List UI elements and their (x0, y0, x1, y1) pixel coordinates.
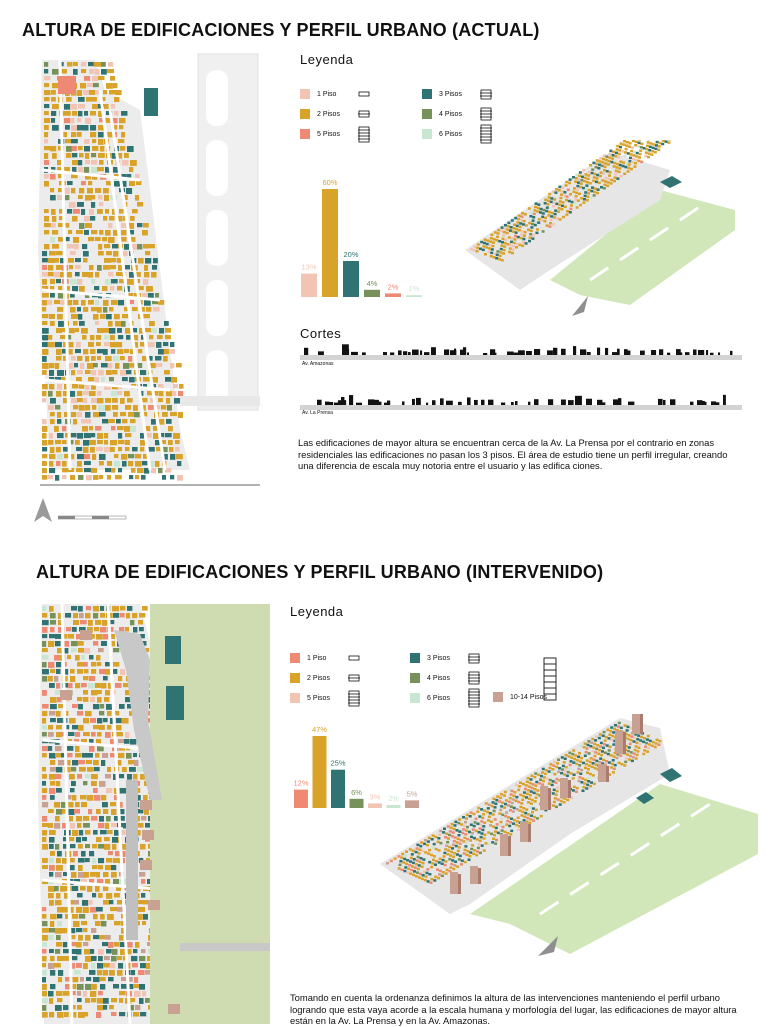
legend-swatch (300, 129, 310, 139)
bar-0 (294, 790, 308, 808)
4-floor-building-icon (467, 671, 481, 685)
bar-chart-current: 13% 60% 20% 4% 2% 1% (295, 165, 435, 305)
legend-swatch (290, 693, 300, 703)
bar-4 (385, 293, 401, 297)
bar-label-3: 6% (351, 788, 362, 797)
4-floor-building-icon (479, 107, 493, 121)
map-intervened (30, 600, 270, 1024)
bar-1 (322, 189, 338, 297)
legend-item: 4 Pisos (410, 668, 481, 688)
legend-item: 3 Pisos (410, 648, 481, 668)
corte-label-la-prensa: Av. La Prensa (302, 410, 333, 416)
legend-swatch (493, 692, 503, 702)
legend2-title: Leyenda (290, 604, 343, 619)
map-current (30, 50, 262, 490)
legend-label: 6 Pisos (427, 695, 467, 702)
legend-column-right: 3 Pisos 4 Pisos 6 Pisos (422, 84, 493, 144)
bar-0 (301, 274, 317, 297)
legend-item: 4 Pisos (422, 104, 493, 124)
legend-item: 6 Pisos (410, 688, 481, 708)
bar-label-4: 2% (388, 282, 399, 291)
3-floor-building-icon (467, 653, 481, 664)
legend-label: 4 Pisos (427, 675, 467, 682)
paragraph-intervened: Tomando en cuenta la ordenanza definimos… (290, 992, 740, 1027)
legend-swatch (422, 109, 432, 119)
scale-bar-icon (58, 515, 128, 521)
legend-label: 3 Pisos (439, 91, 479, 98)
5-floor-building-icon (347, 690, 361, 707)
6-floor-building-icon (467, 688, 481, 708)
legend-swatch (300, 109, 310, 119)
bar-label-1: 47% (312, 725, 327, 734)
section-profiles (300, 343, 742, 421)
isometric-view-intervened (370, 714, 760, 964)
section2-title: ALTURA DE EDIFICACIONES Y PERFIL URBANO … (36, 562, 603, 583)
3-floor-building-icon (479, 89, 493, 100)
legend-label: 1 Piso (307, 655, 347, 662)
1-floor-building-icon (347, 655, 361, 661)
bar-label-3: 4% (367, 279, 378, 288)
bar-label-0: 13% (301, 263, 316, 272)
2-floor-building-icon (347, 674, 361, 682)
legend-item: 3 Pisos (422, 84, 493, 104)
bar-2 (331, 770, 345, 808)
corte-label-amazonas: Av. Amazonas (302, 361, 334, 367)
legend-label: 3 Pisos (427, 655, 467, 662)
legend-swatch (290, 653, 300, 663)
legend-swatch (422, 89, 432, 99)
legend-item: 1 Piso (300, 84, 371, 104)
legend-column-left: 1 Piso 2 Pisos 5 Pisos (300, 84, 371, 144)
legend-swatch (410, 673, 420, 683)
isometric-view-current (460, 140, 740, 320)
bar-3 (350, 799, 364, 808)
legend-label: 5 Pisos (317, 131, 357, 138)
isometric-current-svg (460, 140, 740, 320)
paragraph-current: Las edificaciones de mayor altura se enc… (298, 437, 740, 472)
legend-swatch (422, 129, 432, 139)
bar-label-1: 60% (322, 178, 337, 187)
bar-1 (313, 736, 327, 808)
section1-title: ALTURA DE EDIFICACIONES Y PERFIL URBANO … (22, 20, 540, 41)
legend-label: 6 Pisos (439, 131, 479, 138)
5-floor-building-icon (357, 126, 371, 143)
legend2-column-right: 3 Pisos 4 Pisos 6 Pisos (410, 648, 481, 708)
legend-item: 2 Pisos (300, 104, 371, 124)
bar-chart-current-svg: 13% 60% 20% 4% 2% 1% (295, 165, 435, 305)
bar-3 (364, 290, 380, 297)
legend-swatch (300, 89, 310, 99)
legend-item: 5 Pisos (290, 688, 361, 708)
legend-item: 1 Piso (290, 648, 361, 668)
legend2-column-left: 1 Piso 2 Pisos 5 Pisos (290, 648, 361, 708)
legend-swatch (290, 673, 300, 683)
legend-label: 2 Pisos (307, 675, 347, 682)
map-intervened-svg (30, 600, 270, 1024)
legend-swatch (410, 653, 420, 663)
bar-2 (343, 261, 359, 297)
cortes-title: Cortes (300, 326, 341, 341)
legend-label: 2 Pisos (317, 111, 357, 118)
legend-item: 5 Pisos (300, 124, 371, 144)
legend-label: 4 Pisos (439, 111, 479, 118)
bar-label-0: 12% (293, 779, 308, 788)
2-floor-building-icon (357, 110, 371, 118)
1-floor-building-icon (357, 91, 371, 97)
bar-label-2: 20% (343, 250, 358, 259)
bar-5 (406, 295, 422, 297)
isometric-intervened-svg (370, 714, 760, 964)
legend-item: 2 Pisos (290, 668, 361, 688)
north-arrow-icon (34, 498, 52, 522)
legend-swatch (410, 693, 420, 703)
bar-label-5: 1% (409, 284, 420, 293)
section-profiles-svg (300, 343, 742, 421)
legend-label: 1 Piso (317, 91, 357, 98)
tall-building-icon (542, 657, 558, 701)
bar-label-2: 25% (330, 759, 345, 768)
map-current-svg (30, 50, 262, 490)
legend-label: 5 Pisos (307, 695, 347, 702)
legend-title: Leyenda (300, 52, 353, 67)
